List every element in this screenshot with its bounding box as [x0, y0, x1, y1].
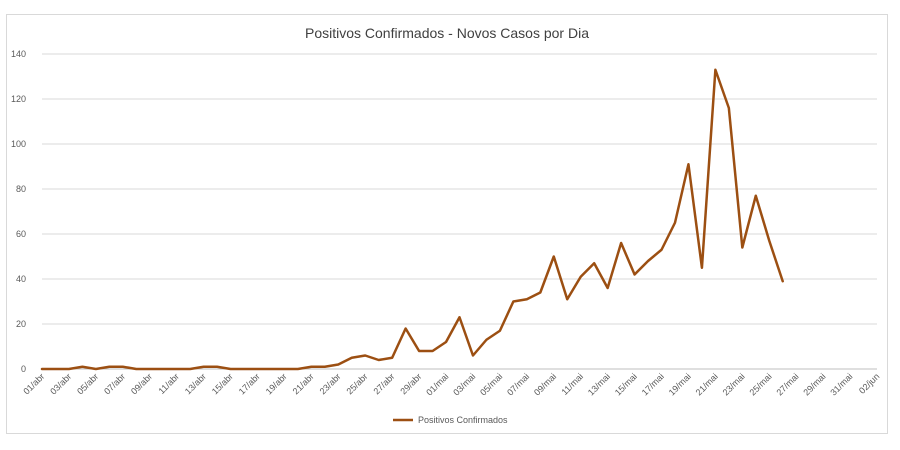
- y-axis-ticks: 0 20 40 60 80 100 120 140: [11, 49, 26, 374]
- x-tick-label: 01/mai: [424, 371, 450, 397]
- x-tick-label: 29/abr: [398, 371, 423, 396]
- legend: Positivos Confirmados: [393, 415, 508, 425]
- chart-title: Positivos Confirmados - Novos Casos por …: [305, 25, 589, 41]
- x-tick-label: 02/jun: [857, 371, 881, 395]
- x-tick-label: 09/mai: [532, 371, 558, 397]
- y-tick-label: 80: [16, 184, 26, 194]
- x-tick-label: 13/mai: [586, 371, 612, 397]
- x-tick-label: 17/mai: [640, 371, 666, 397]
- x-tick-label: 23/abr: [318, 371, 343, 396]
- x-tick-label: 05/mai: [478, 371, 504, 397]
- x-tick-label: 01/abr: [21, 371, 46, 396]
- y-tick-label: 20: [16, 319, 26, 329]
- x-tick-label: 25/abr: [345, 371, 370, 396]
- x-tick-label: 21/abr: [291, 371, 316, 396]
- y-tick-label: 0: [21, 364, 26, 374]
- legend-label: Positivos Confirmados: [418, 415, 508, 425]
- x-tick-label: 23/mai: [721, 371, 747, 397]
- x-tick-label: 07/abr: [102, 371, 127, 396]
- x-tick-label: 09/abr: [129, 371, 154, 396]
- x-tick-label: 07/mai: [505, 371, 531, 397]
- x-tick-label: 11/abr: [156, 371, 181, 396]
- x-tick-label: 15/abr: [210, 371, 235, 396]
- x-tick-label: 27/abr: [371, 371, 396, 396]
- x-tick-label: 29/mai: [801, 371, 827, 397]
- x-tick-label: 15/mai: [613, 371, 639, 397]
- y-tick-label: 140: [11, 49, 26, 59]
- x-axis-ticks: 01/abr 03/abr 05/abr 07/abr 09/abr 11/abr 13/a…: [21, 371, 881, 397]
- x-tick-label: 27/mai: [774, 371, 800, 397]
- series-line: [40, 68, 784, 371]
- x-tick-label: 05/abr: [75, 371, 100, 396]
- x-tick-label: 03/mai: [451, 371, 477, 397]
- x-tick-label: 17/abr: [237, 371, 262, 396]
- x-tick-label: 11/mai: [559, 371, 585, 397]
- y-tick-label: 100: [11, 139, 26, 149]
- x-tick-label: 19/abr: [264, 371, 289, 396]
- y-tick-label: 120: [11, 94, 26, 104]
- x-tick-label: 13/abr: [183, 371, 208, 396]
- y-tick-label: 60: [16, 229, 26, 239]
- y-tick-label: 40: [16, 274, 26, 284]
- x-tick-label: 19/mai: [667, 371, 693, 397]
- x-tick-label: 31/mai: [828, 371, 854, 397]
- x-tick-label: 25/mai: [747, 371, 773, 397]
- series-lines: [40, 68, 784, 371]
- x-tick-label: 03/abr: [48, 371, 73, 396]
- x-tick-label: 21/mai: [694, 371, 720, 397]
